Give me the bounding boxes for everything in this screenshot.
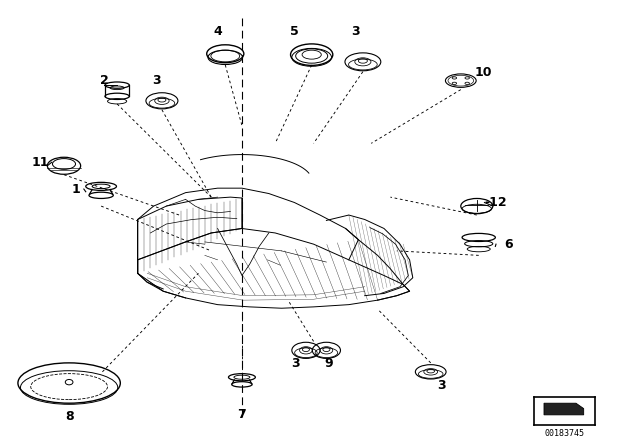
Text: 3: 3	[291, 357, 300, 370]
Text: 10: 10	[474, 66, 492, 79]
Polygon shape	[544, 403, 584, 415]
Text: 4: 4	[213, 25, 222, 38]
Text: 3: 3	[351, 25, 360, 38]
Text: 9: 9	[324, 357, 333, 370]
Text: 2: 2	[100, 74, 109, 87]
Text: 1: 1	[71, 182, 80, 196]
Text: 7: 7	[237, 408, 246, 421]
Text: 6: 6	[504, 237, 513, 251]
Text: -12: -12	[484, 196, 508, 209]
Text: 5: 5	[290, 25, 299, 38]
Text: 3: 3	[437, 379, 446, 392]
Text: 00183745: 00183745	[545, 429, 584, 438]
Text: 3: 3	[152, 74, 161, 87]
Text: 8: 8	[65, 410, 74, 423]
Text: 11: 11	[31, 155, 49, 169]
